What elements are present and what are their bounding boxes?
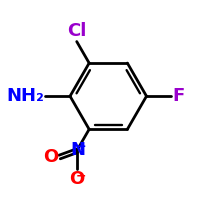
Text: O: O (69, 170, 84, 188)
Text: Cl: Cl (67, 22, 86, 40)
Text: O: O (43, 148, 59, 166)
Text: F: F (172, 87, 185, 105)
Text: +: + (76, 140, 86, 153)
Text: NH₂: NH₂ (6, 87, 44, 105)
Text: N: N (70, 141, 85, 159)
Text: −: − (76, 170, 86, 183)
